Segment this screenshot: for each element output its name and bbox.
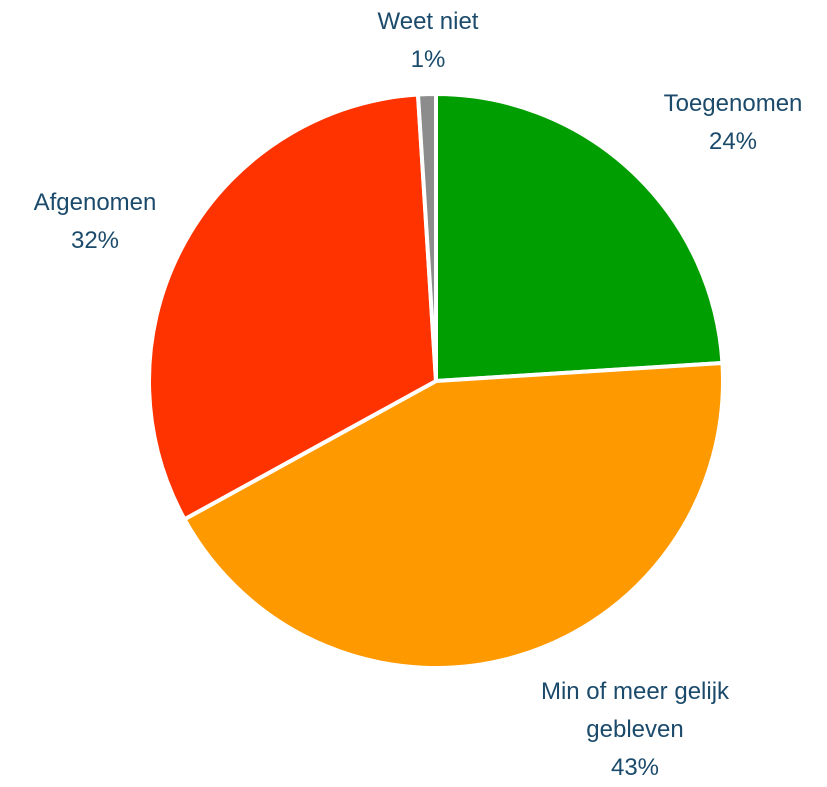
category-name: Afgenomen [33,189,157,216]
category-name: Toegenomen [663,90,803,117]
pie-slice [415,92,438,383]
percent-label: 1% [410,46,446,73]
category-name: Min of meer gelijk gebleven [540,678,730,743]
percent-label: 32% [70,227,120,254]
slice-label: Min of meer gelijk gebleven 43% [520,673,750,787]
percent-label: 43% [610,754,660,781]
category-name: Weet niet [377,8,479,35]
slice-label: Toegenomen 24% [643,85,823,161]
pie-slice [182,360,725,670]
pie-slice [147,92,438,522]
slice-label: Afgenomen 32% [5,184,185,260]
pie-slice [434,92,725,383]
slice-label: Weet niet 1% [338,3,518,79]
percent-label: 24% [708,128,758,155]
